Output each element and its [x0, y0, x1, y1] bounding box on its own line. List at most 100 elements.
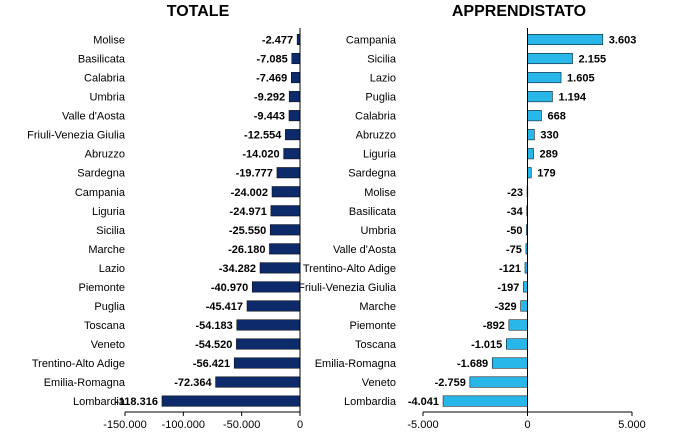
data-label: -54.183	[195, 320, 232, 332]
bar	[527, 110, 542, 122]
category-label: Puglia	[365, 92, 396, 104]
data-label: -40.970	[211, 282, 248, 294]
data-label: -14.020	[242, 149, 279, 161]
data-label: 289	[540, 149, 558, 161]
bar	[283, 148, 301, 160]
data-label: -1.015	[471, 339, 502, 351]
bar	[270, 205, 301, 217]
category-label: Friuli-Venezia Giulia	[298, 282, 397, 294]
category-label: Lazio	[370, 73, 396, 85]
category-label: Piemonte	[350, 320, 396, 332]
bar	[236, 338, 301, 350]
bar	[161, 395, 301, 407]
category-label: Basilicata	[78, 54, 126, 66]
data-label: -54.520	[195, 339, 232, 351]
category-label: Trentino-Alto Adige	[32, 358, 125, 370]
chart-apprendistato: APPRENDISTATO Campania 3.603 Sicilia 2.155 La…	[298, 3, 646, 431]
bar	[527, 34, 604, 46]
category-label: Campania	[75, 187, 126, 199]
bar	[285, 129, 301, 141]
bar	[215, 376, 301, 388]
category-label: Sardegna	[348, 168, 397, 180]
data-label: 3.603	[609, 35, 637, 47]
tick-label: 5.000	[618, 419, 646, 431]
bar	[527, 167, 532, 179]
category-label: Toscana	[84, 320, 126, 332]
tick-label: -5.000	[407, 419, 438, 431]
data-label: -197	[497, 282, 519, 294]
bar	[506, 338, 528, 350]
category-label: Lombardia	[73, 396, 126, 408]
data-label: -2.477	[262, 35, 293, 47]
data-label: -50	[507, 225, 523, 237]
bar	[269, 243, 301, 255]
data-label: 179	[537, 168, 555, 180]
data-label: -45.417	[206, 301, 243, 313]
category-label: Liguria	[92, 206, 126, 218]
data-label: -892	[483, 320, 505, 332]
bar	[236, 319, 301, 331]
category-label: Emilia-Romagna	[44, 377, 126, 389]
data-label: -9.292	[254, 92, 285, 104]
category-label: Trentino-Alto Adige	[303, 263, 396, 275]
category-label: Friuli-Venezia Giulia	[27, 130, 126, 142]
bar	[491, 357, 528, 369]
data-label: -34.282	[219, 263, 256, 275]
bar	[246, 300, 301, 312]
data-label: -26.180	[228, 244, 265, 256]
category-label: Basilicata	[349, 206, 397, 218]
data-label: 668	[547, 111, 565, 123]
tick-label: 0	[524, 419, 530, 431]
category-label: Lombardia	[344, 396, 397, 408]
bar	[523, 281, 528, 293]
bar	[527, 72, 562, 84]
data-label: -34	[507, 206, 524, 218]
category-label: Umbria	[90, 92, 126, 104]
category-label: Molise	[93, 35, 125, 47]
category-label: Abruzzo	[356, 130, 396, 142]
data-label: -1.689	[457, 358, 488, 370]
data-label: -24.971	[230, 206, 267, 218]
data-label: 2.155	[579, 54, 607, 66]
category-label: Calabria	[355, 111, 397, 123]
bar	[288, 110, 301, 122]
bar	[271, 186, 301, 198]
data-label: -56.421	[193, 358, 230, 370]
bar	[527, 148, 534, 160]
data-label: -24.002	[231, 187, 268, 199]
category-label: Molise	[364, 187, 396, 199]
data-label: -25.550	[229, 225, 266, 237]
data-label: -4.041	[408, 396, 439, 408]
category-label: Sicilia	[367, 54, 397, 66]
category-label: Calabria	[84, 73, 126, 85]
chart-totale: TOTALE Molise -2.477 Basilicata -7.085 Calabr…	[27, 3, 303, 431]
bar	[291, 53, 301, 65]
data-label: -23	[507, 187, 523, 199]
category-label: Abruzzo	[85, 149, 125, 161]
bar	[527, 129, 535, 141]
category-label: Marche	[88, 244, 125, 256]
category-label: Valle d'Aosta	[62, 111, 126, 123]
bar	[508, 319, 528, 331]
data-label: 330	[540, 130, 558, 142]
data-label: -118.316	[115, 396, 158, 408]
bar	[251, 281, 301, 293]
data-label: -72.364	[174, 377, 212, 389]
category-label: Marche	[359, 301, 396, 313]
bar	[259, 262, 301, 274]
category-label: Veneto	[362, 377, 396, 389]
bar	[442, 395, 528, 407]
category-label: Toscana	[355, 339, 397, 351]
category-label: Campania	[346, 35, 397, 47]
category-label: Lazio	[99, 263, 125, 275]
tick-label: -150.000	[103, 419, 146, 431]
data-label: -7.469	[256, 73, 287, 85]
category-label: Umbria	[361, 225, 397, 237]
chart-title: TOTALE	[167, 3, 230, 20]
bar	[527, 91, 553, 103]
bar	[291, 72, 301, 84]
data-label: 1.194	[558, 92, 586, 104]
category-label: Liguria	[363, 149, 397, 161]
data-label: -9.443	[254, 111, 285, 123]
bar	[288, 91, 301, 103]
